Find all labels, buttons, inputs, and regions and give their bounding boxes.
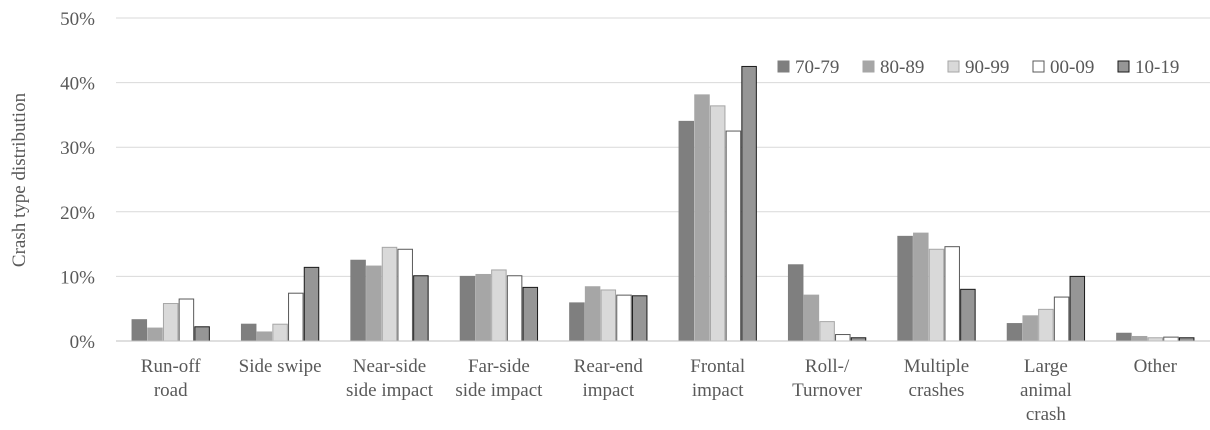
x-category-label: Frontal <box>690 356 745 377</box>
x-category-label: crash <box>1026 404 1067 425</box>
bar-10-19 <box>741 65 757 342</box>
y-tick-label: 20% <box>60 203 95 224</box>
legend-item-10-19: 10-19 <box>1117 57 1179 78</box>
y-axis-ticks: 0% 10% 20% 30% 40% 50% <box>60 9 95 353</box>
x-category-label: crashes <box>909 380 965 401</box>
bar-10-19 <box>631 295 648 342</box>
bar-90-99 <box>928 248 945 342</box>
bar-10-19 <box>413 275 429 342</box>
legend-label: 80-89 <box>880 57 924 78</box>
bar-00-09 <box>397 248 413 342</box>
bar-90-99 <box>819 321 835 342</box>
bar-00-09 <box>835 334 851 342</box>
bar-10-19 <box>303 266 320 342</box>
bar-90-99 <box>491 269 507 342</box>
legend-label: 70-79 <box>795 57 839 78</box>
bar-80-89 <box>1131 335 1148 342</box>
legend-swatch <box>1117 60 1130 73</box>
x-category-label: Multiple <box>904 356 969 377</box>
bar-00-09 <box>506 275 523 342</box>
bar-90-99 <box>272 323 288 342</box>
x-category-label: road <box>154 380 188 401</box>
legend-item-00-09: 00-09 <box>1032 57 1094 78</box>
legend-item-80-89: 80-89 <box>862 57 924 78</box>
bar-90-99 <box>381 246 398 342</box>
bar-70-79 <box>897 235 913 342</box>
bar-10-19 <box>960 288 976 342</box>
bar-70-79 <box>678 120 695 342</box>
bar-00-09 <box>1163 336 1179 342</box>
x-category-label: Side swipe <box>239 356 322 377</box>
bar-70-79 <box>459 275 476 342</box>
y-tick-label: 50% <box>60 9 95 30</box>
x-axis-category-labels: Run-off road Side swipe Near-side side impac… <box>141 356 1178 425</box>
legend-label: 10-19 <box>1135 57 1179 78</box>
y-tick-label: 0% <box>70 332 96 353</box>
y-axis-title: Crash type distribution <box>9 92 30 267</box>
bar-80-89 <box>584 286 601 342</box>
legend-swatch <box>777 60 790 73</box>
bar-00-09 <box>288 292 304 342</box>
bar-90-99 <box>709 105 726 342</box>
x-category-label: Turnover <box>792 380 863 401</box>
bar-00-09 <box>1053 296 1070 342</box>
legend-item-90-99: 90-99 <box>947 57 1009 78</box>
bar-10-19 <box>522 286 539 342</box>
legend-label: 00-09 <box>1050 57 1094 78</box>
x-category-label: animal <box>1020 380 1072 401</box>
x-category-label: Roll-/ <box>805 356 850 377</box>
x-category-label: Large <box>1024 356 1068 377</box>
legend-swatch <box>1032 60 1045 73</box>
bar-10-19 <box>194 326 210 342</box>
legend-swatch <box>862 60 875 73</box>
x-category-label: impact <box>582 380 634 401</box>
bar-00-09 <box>944 246 960 342</box>
bar-70-79 <box>131 319 148 342</box>
bar-90-99 <box>162 303 179 342</box>
bar-70-79 <box>350 259 366 342</box>
bar-70-79 <box>1116 332 1132 342</box>
bar-00-09 <box>725 130 742 342</box>
y-tick-label: 30% <box>60 138 95 159</box>
bar-70-79 <box>569 302 585 342</box>
gridlines <box>116 17 1210 277</box>
y-tick-label: 10% <box>60 267 95 288</box>
bar-80-89 <box>366 265 382 342</box>
x-category-label: Run-off <box>141 356 201 377</box>
bar-70-79 <box>787 264 804 342</box>
bar-80-89 <box>256 331 273 342</box>
bars <box>131 65 1195 342</box>
bar-80-89 <box>913 232 929 342</box>
bar-90-99 <box>600 289 617 342</box>
x-category-label: Rear-end <box>574 356 644 377</box>
bar-10-19 <box>1069 275 1086 342</box>
bar-70-79 <box>1006 323 1023 342</box>
bar-80-89 <box>694 94 710 342</box>
legend: 70-79 80-89 90-99 00-09 10-19 <box>777 57 1179 78</box>
x-category-label: side impact <box>455 380 543 401</box>
x-category-label: Far-side <box>468 356 530 377</box>
bar-80-89 <box>1022 315 1038 342</box>
legend-swatch <box>947 60 960 73</box>
bar-90-99 <box>1038 308 1054 342</box>
bar-80-89 <box>147 327 163 342</box>
x-category-label: Near-side <box>353 356 426 377</box>
bar-00-09 <box>616 294 632 342</box>
legend-item-70-79: 70-79 <box>777 57 839 78</box>
x-category-label: side impact <box>346 380 434 401</box>
bar-70-79 <box>240 323 257 342</box>
bar-80-89 <box>803 294 820 342</box>
bar-80-89 <box>475 273 491 342</box>
legend-label: 90-99 <box>965 57 1009 78</box>
bar-00-09 <box>178 298 195 342</box>
y-tick-label: 40% <box>60 74 95 95</box>
x-category-label: Other <box>1134 356 1178 377</box>
x-category-label: impact <box>692 380 744 401</box>
